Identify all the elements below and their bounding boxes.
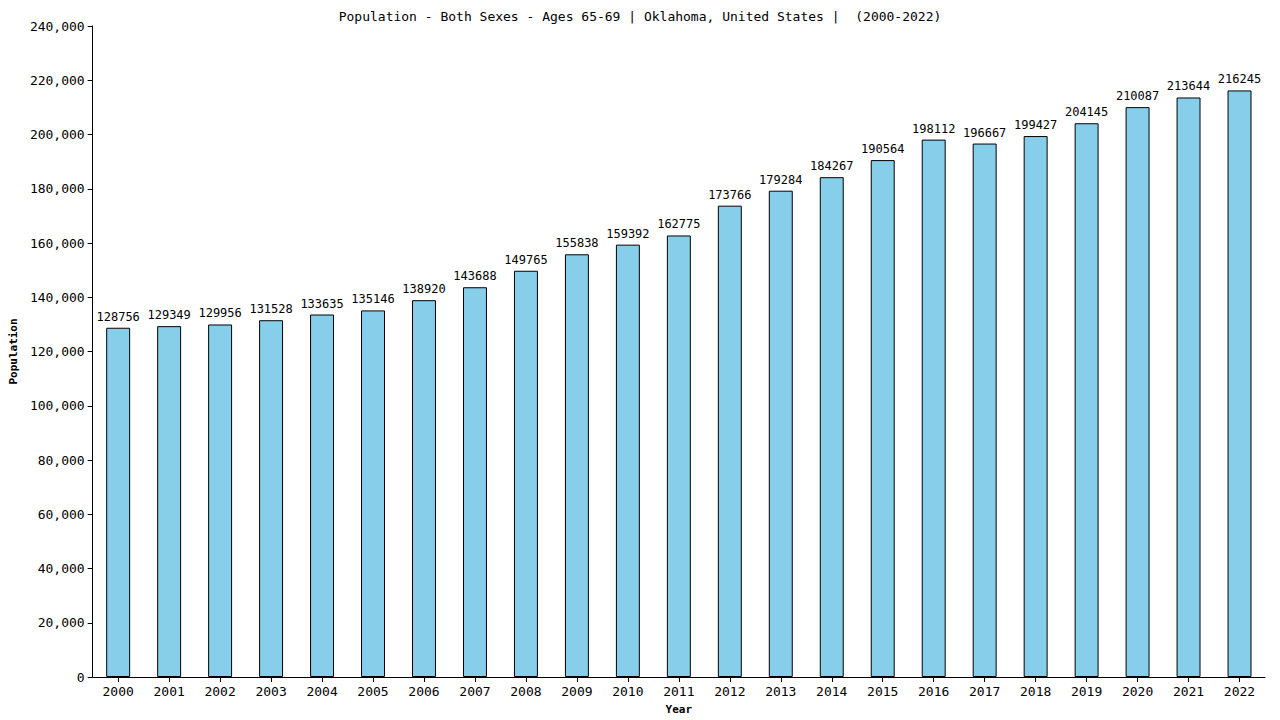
svg-text:2005: 2005 [357, 684, 388, 699]
svg-text:2021: 2021 [1173, 684, 1204, 699]
svg-text:216245: 216245 [1218, 72, 1261, 86]
svg-text:100,000: 100,000 [30, 398, 85, 413]
svg-text:2020: 2020 [1122, 684, 1153, 699]
svg-text:128756: 128756 [96, 310, 139, 324]
svg-text:143688: 143688 [453, 269, 496, 283]
svg-text:2002: 2002 [204, 684, 235, 699]
svg-text:2016: 2016 [918, 684, 949, 699]
svg-text:40,000: 40,000 [38, 561, 85, 576]
svg-text:2000: 2000 [103, 684, 134, 699]
svg-text:135146: 135146 [351, 292, 394, 306]
svg-text:200,000: 200,000 [30, 127, 85, 142]
svg-text:2012: 2012 [714, 684, 745, 699]
svg-text:149765: 149765 [504, 253, 547, 267]
svg-text:199427: 199427 [1014, 118, 1057, 132]
svg-text:Population - Both Sexes - Ages: Population - Both Sexes - Ages 65-69 | O… [339, 9, 942, 24]
svg-text:179284: 179284 [759, 173, 802, 187]
svg-text:2022: 2022 [1224, 684, 1255, 699]
svg-text:140,000: 140,000 [30, 290, 85, 305]
svg-text:2004: 2004 [306, 684, 337, 699]
svg-text:133635: 133635 [300, 297, 343, 311]
svg-text:131528: 131528 [249, 302, 292, 316]
svg-text:213644: 213644 [1167, 79, 1210, 93]
svg-text:204145: 204145 [1065, 105, 1108, 119]
svg-text:2010: 2010 [612, 684, 643, 699]
svg-text:2019: 2019 [1071, 684, 1102, 699]
svg-text:196667: 196667 [963, 126, 1006, 140]
svg-text:129956: 129956 [198, 306, 241, 320]
svg-text:160,000: 160,000 [30, 236, 85, 251]
svg-text:220,000: 220,000 [30, 73, 85, 88]
svg-text:138920: 138920 [402, 282, 445, 296]
svg-text:173766: 173766 [708, 188, 751, 202]
svg-text:2017: 2017 [969, 684, 1000, 699]
svg-text:162775: 162775 [657, 217, 700, 231]
svg-text:Population: Population [7, 318, 20, 384]
svg-text:2006: 2006 [408, 684, 439, 699]
svg-text:60,000: 60,000 [38, 507, 85, 522]
svg-text:190564: 190564 [861, 142, 904, 156]
svg-text:240,000: 240,000 [30, 19, 85, 34]
svg-text:2018: 2018 [1020, 684, 1051, 699]
svg-text:210087: 210087 [1116, 89, 1159, 103]
svg-text:129349: 129349 [147, 308, 190, 322]
svg-text:20,000: 20,000 [38, 615, 85, 630]
svg-text:2001: 2001 [153, 684, 184, 699]
svg-text:2013: 2013 [765, 684, 796, 699]
svg-text:155838: 155838 [555, 236, 598, 250]
svg-text:2008: 2008 [510, 684, 541, 699]
svg-text:120,000: 120,000 [30, 344, 85, 359]
svg-text:180,000: 180,000 [30, 181, 85, 196]
svg-text:184267: 184267 [810, 159, 853, 173]
svg-text:2007: 2007 [459, 684, 490, 699]
svg-text:2003: 2003 [255, 684, 286, 699]
svg-text:159392: 159392 [606, 227, 649, 241]
svg-text:Year: Year [666, 703, 693, 716]
svg-text:80,000: 80,000 [38, 453, 85, 468]
svg-text:2011: 2011 [663, 684, 694, 699]
svg-text:0: 0 [77, 670, 85, 685]
svg-text:2015: 2015 [867, 684, 898, 699]
svg-text:2009: 2009 [561, 684, 592, 699]
svg-text:2014: 2014 [816, 684, 847, 699]
svg-text:198112: 198112 [912, 122, 955, 136]
